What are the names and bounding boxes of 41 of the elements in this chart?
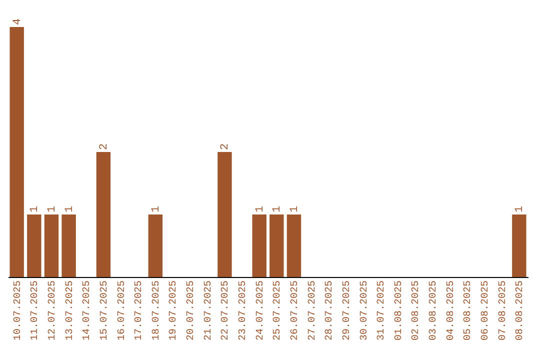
x-tick-label: 14.07.2025 [82, 280, 94, 340]
data-label: 1 [46, 206, 58, 212]
x-tick-label: 29.07.2025 [342, 280, 353, 340]
x-tick-label: 08.08.2025 [515, 280, 526, 340]
x-tick-label: 15.07.2025 [99, 280, 110, 340]
x-tick-label: 04.08.2025 [446, 280, 457, 340]
x-tick-label: 07.08.2025 [498, 280, 509, 340]
x-tick-label: 12.07.2025 [47, 280, 58, 340]
x-tick-label: 26.07.2025 [290, 280, 301, 340]
x-tick-label: 18.07.2025 [151, 280, 162, 340]
data-label: 1 [254, 206, 266, 212]
x-tick-label: 25.07.2025 [272, 280, 284, 340]
data-label: 1 [64, 206, 76, 212]
data-label: 2 [220, 143, 232, 150]
x-tick-label: 31.07.2025 [376, 280, 388, 340]
data-label: 1 [514, 206, 526, 212]
data-label: 2 [98, 143, 110, 150]
x-tick-label: 21.07.2025 [203, 280, 214, 340]
x-tick-label: 30.07.2025 [359, 280, 370, 340]
x-tick-label: 01.08.2025 [394, 280, 405, 340]
x-tick-label: 23.07.2025 [238, 280, 250, 340]
x-tick-label: 19.07.2025 [168, 280, 180, 340]
data-label: 4 [12, 18, 24, 25]
x-tick-label: 17.07.2025 [134, 280, 146, 340]
x-tick-label: 10.07.2025 [12, 280, 24, 340]
x-tick-label: 05.08.2025 [463, 280, 474, 340]
data-label: 1 [288, 206, 301, 212]
x-tick-label: 11.07.2025 [30, 280, 42, 340]
x-tick-label: 13.07.2025 [64, 280, 76, 340]
x-tick-label: 02.08.2025 [411, 280, 422, 340]
x-tick-label: 27.07.2025 [307, 280, 318, 340]
data-label: 1 [150, 206, 162, 212]
x-tick-label: 03.08.2025 [428, 280, 440, 340]
x-tick-label: 20.07.2025 [186, 280, 198, 340]
x-tick-label: 22.07.2025 [220, 280, 232, 340]
x-tick-label: 06.08.2025 [480, 280, 492, 340]
x-tick-label: 28.07.2025 [324, 280, 336, 340]
data-label: 1 [29, 206, 42, 212]
x-tick-label: 24.07.2025 [255, 280, 266, 340]
data-label: 1 [272, 206, 284, 212]
x-tick-label: 16.07.2025 [116, 280, 128, 340]
